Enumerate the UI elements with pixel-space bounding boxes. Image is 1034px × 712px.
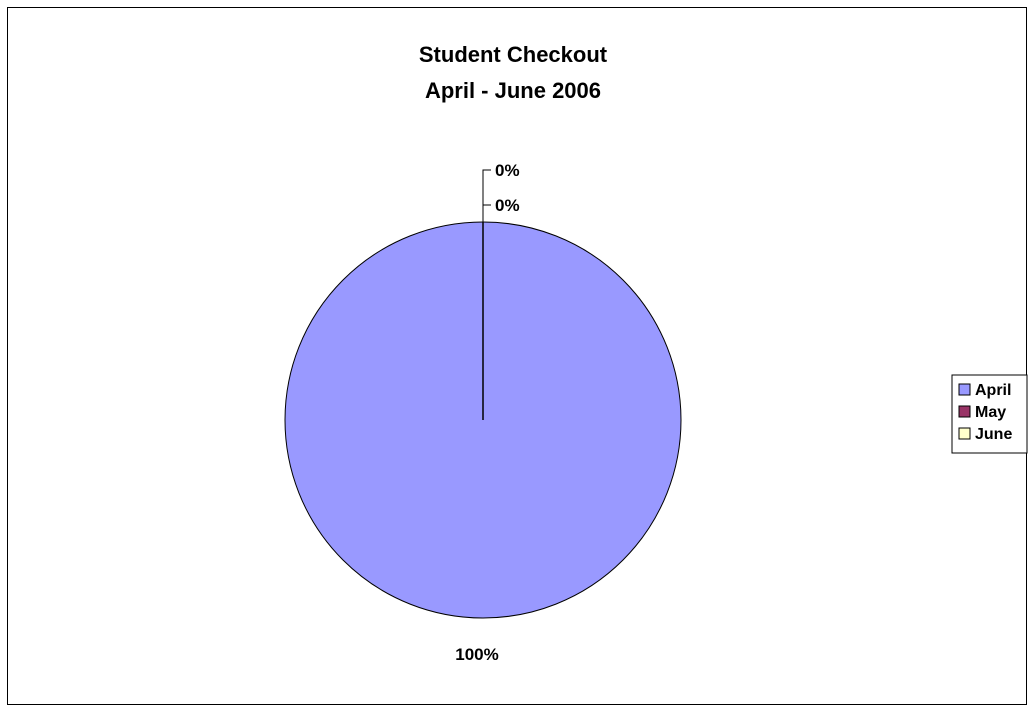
legend-swatch-june [958, 427, 971, 440]
legend-label-june: June [975, 426, 1012, 443]
legend: April May June [951, 374, 1028, 454]
leader-line-june [482, 169, 491, 222]
legend-label-may: May [975, 404, 1006, 421]
chart-subtitle: April - June 2006 [425, 78, 601, 103]
data-label-may: 0% [495, 196, 520, 215]
legend-swatch-april [958, 383, 971, 396]
pie-data-labels: 100% 0% 0% [455, 161, 519, 664]
pie-slices [284, 221, 682, 619]
data-label-june: 0% [495, 161, 520, 180]
data-label-april: 100% [455, 645, 498, 664]
chart-title: Student Checkout [419, 42, 608, 67]
leader-line-may [482, 204, 491, 222]
legend-label-april: April [975, 382, 1011, 399]
legend-swatch-may [958, 405, 971, 418]
